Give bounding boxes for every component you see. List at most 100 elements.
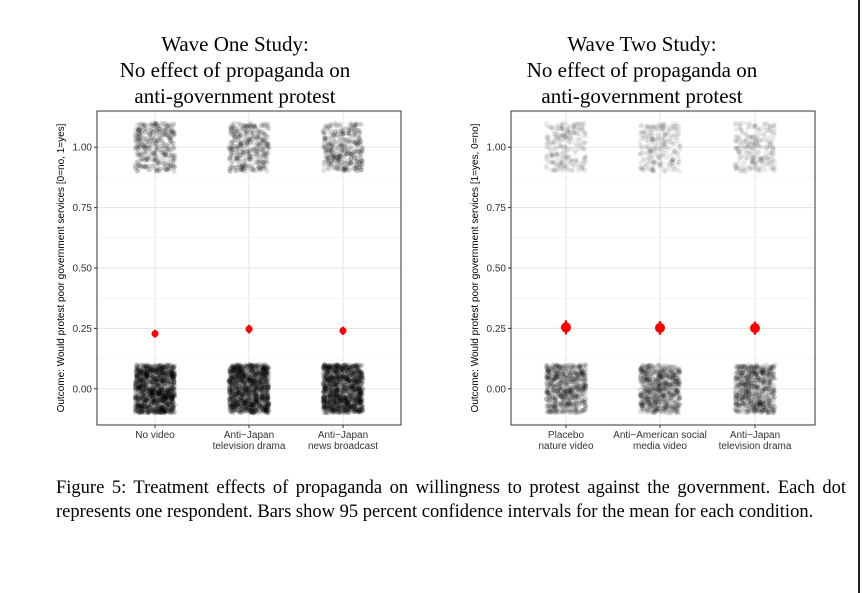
respondent-dot [133, 378, 139, 383]
respondent-dot [160, 365, 166, 371]
respondent-dot [167, 378, 173, 384]
respondent-dot [166, 400, 172, 406]
respondent-dot [551, 166, 557, 172]
respondent-dot [171, 372, 177, 378]
respondent-dot [247, 124, 253, 130]
respondent-dot [137, 369, 143, 375]
respondent-dot [168, 400, 174, 406]
respondent-dot [146, 390, 152, 395]
respondent-dot [168, 409, 174, 415]
respondent-dot [347, 383, 353, 389]
respondent-dot [355, 141, 360, 147]
respondent-dot [169, 396, 175, 402]
respondent-dot [136, 367, 142, 373]
y-tick-label: 0.25 [73, 324, 93, 335]
respondent-dot [150, 407, 156, 413]
respondent-dot [341, 382, 347, 388]
respondent-dot [151, 387, 157, 393]
respondent-dot [159, 398, 165, 404]
respondent-dot [137, 386, 143, 392]
respondent-dot [567, 139, 572, 145]
respondent-dot [153, 408, 159, 414]
respondent-dot [132, 387, 138, 393]
respondent-dot [162, 400, 168, 406]
respondent-dot [156, 401, 162, 407]
respondent-dot [355, 128, 361, 134]
respondent-dot [143, 366, 149, 372]
respondent-dot [136, 396, 142, 402]
respondent-dot [576, 168, 582, 174]
respondent-dot [137, 384, 143, 390]
respondent-dot [544, 380, 550, 386]
respondent-dot [164, 396, 170, 402]
respondent-dot [164, 407, 169, 413]
respondent-dot [145, 385, 151, 391]
respondent-dot [171, 408, 177, 414]
respondent-dot [168, 388, 174, 393]
respondent-dot [156, 368, 162, 374]
respondent-dot [134, 373, 140, 379]
respondent-dot [154, 397, 160, 403]
respondent-dot [146, 362, 152, 368]
respondent-dot [164, 401, 170, 407]
respondent-dot [169, 399, 175, 405]
respondent-dot [133, 379, 139, 385]
respondent-dot [162, 152, 168, 158]
respondent-dot [170, 385, 176, 391]
respondent-dot [159, 370, 165, 376]
x-tick-label: No video [135, 430, 175, 441]
respondent-dot [156, 375, 162, 381]
respondent-dot [160, 399, 166, 405]
respondent-dot [330, 391, 336, 397]
respondent-dot [349, 371, 355, 377]
respondent-dot [148, 376, 154, 381]
respondent-dot [155, 376, 161, 382]
respondent-dot [166, 386, 172, 392]
respondent-dot [137, 384, 143, 390]
respondent-dot [163, 396, 168, 402]
respondent-dot [145, 395, 151, 401]
respondent-dot [153, 370, 159, 376]
respondent-dot [169, 393, 175, 399]
respondent-dot [133, 397, 139, 403]
respondent-dot [156, 390, 162, 396]
respondent-dot [164, 382, 170, 388]
respondent-dot [155, 390, 161, 395]
respondent-dot [156, 397, 162, 403]
respondent-dot [156, 363, 162, 369]
respondent-dot [581, 140, 587, 146]
respondent-dot [352, 378, 358, 383]
respondent-dot [158, 377, 164, 383]
respondent-dot [152, 150, 158, 155]
respondent-dot [137, 384, 143, 390]
respondent-dot [359, 167, 365, 173]
respondent-dot [157, 376, 162, 382]
respondent-dot [322, 392, 328, 398]
respondent-dot [574, 136, 580, 142]
respondent-dot [168, 366, 174, 372]
respondent-dot [150, 395, 156, 401]
respondent-dot [171, 379, 177, 385]
respondent-dot [165, 147, 171, 153]
respondent-dot [156, 390, 161, 396]
respondent-dot [140, 382, 146, 388]
respondent-dot [169, 369, 174, 375]
respondent-dot [171, 379, 177, 385]
respondent-dot [167, 166, 172, 172]
respondent-dot [132, 394, 138, 400]
respondent-dot [154, 373, 160, 379]
respondent-dot [135, 382, 141, 388]
respondent-dot [144, 373, 150, 379]
respondent-dot [139, 406, 145, 412]
respondent-dot [146, 391, 152, 397]
respondent-dot [155, 363, 161, 369]
respondent-dot [158, 370, 163, 376]
respondent-dot [142, 394, 148, 400]
respondent-dot [154, 406, 160, 412]
respondent-dot [136, 385, 142, 391]
respondent-dot [153, 390, 159, 396]
respondent-dot [169, 369, 174, 375]
respondent-dot [334, 165, 340, 171]
respondent-dot [170, 402, 176, 408]
respondent-dot [159, 410, 165, 416]
